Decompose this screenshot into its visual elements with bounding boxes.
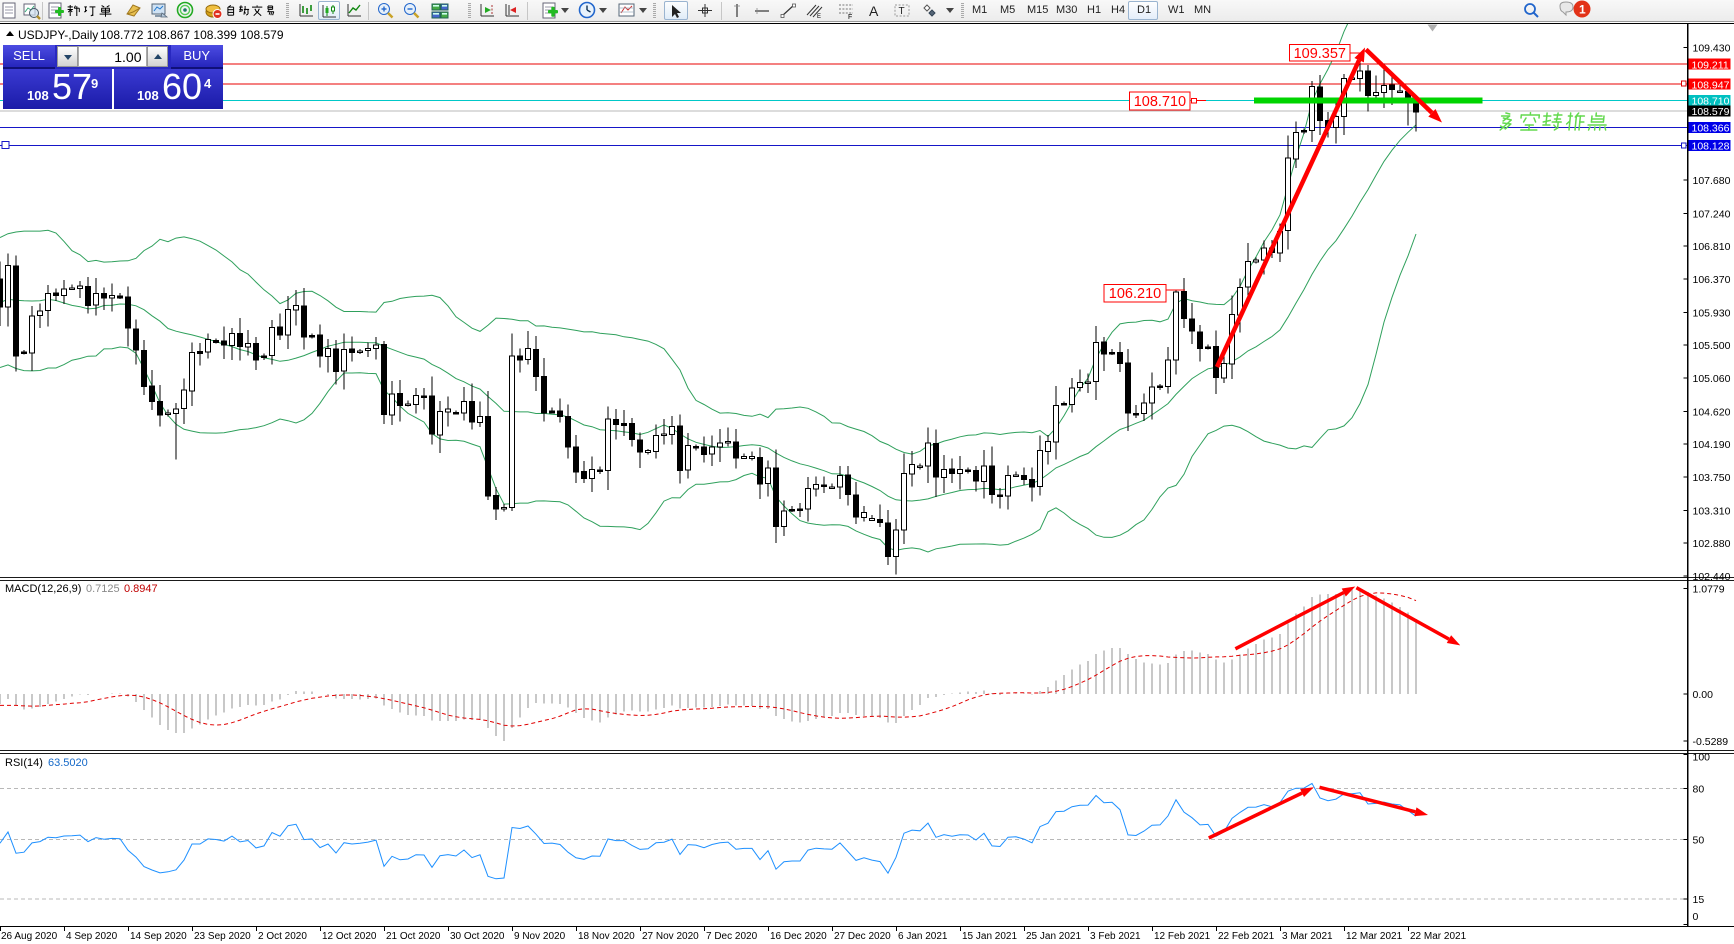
svg-text:-0.5289: -0.5289 bbox=[1693, 736, 1729, 748]
svg-text:E: E bbox=[817, 14, 821, 20]
svg-text:3 Mar 2021: 3 Mar 2021 bbox=[1282, 931, 1333, 942]
svg-text:T: T bbox=[899, 6, 905, 17]
svg-text:108.579: 108.579 bbox=[1692, 106, 1730, 118]
svg-text:9 Nov 2020: 9 Nov 2020 bbox=[514, 931, 566, 942]
svg-text:107.240: 107.240 bbox=[1693, 208, 1731, 220]
svg-text:1.0779: 1.0779 bbox=[1693, 584, 1725, 596]
svg-text:108.947: 108.947 bbox=[1692, 79, 1730, 91]
svg-text:105.500: 105.500 bbox=[1693, 340, 1731, 352]
svg-text:MACD(12,26,9): MACD(12,26,9) bbox=[5, 583, 81, 595]
svg-text:RSI(14): RSI(14) bbox=[5, 757, 43, 769]
svg-text:104.190: 104.190 bbox=[1693, 439, 1731, 451]
svg-text:106.810: 106.810 bbox=[1693, 241, 1731, 253]
svg-text:6 Jan 2021: 6 Jan 2021 bbox=[898, 931, 948, 942]
svg-text:21 Oct 2020: 21 Oct 2020 bbox=[386, 931, 441, 942]
svg-text:107.680: 107.680 bbox=[1693, 175, 1731, 187]
svg-text:102.440: 102.440 bbox=[1693, 571, 1731, 583]
svg-text:22 Mar 2021: 22 Mar 2021 bbox=[1410, 931, 1467, 942]
svg-text:USDJPY-,Daily: USDJPY-,Daily bbox=[18, 28, 98, 42]
svg-text:15: 15 bbox=[1693, 894, 1705, 906]
svg-text:25 Jan 2021: 25 Jan 2021 bbox=[1026, 931, 1081, 942]
svg-text:109.357: 109.357 bbox=[1294, 46, 1346, 62]
svg-text:26 Aug 2020: 26 Aug 2020 bbox=[1, 931, 58, 942]
svg-text:12 Oct 2020: 12 Oct 2020 bbox=[322, 931, 377, 942]
svg-text:0.8947: 0.8947 bbox=[124, 583, 158, 595]
svg-text:27 Nov 2020: 27 Nov 2020 bbox=[642, 931, 699, 942]
svg-text:80: 80 bbox=[1693, 784, 1705, 796]
svg-text:A: A bbox=[869, 3, 879, 19]
svg-text:27 Dec 2020: 27 Dec 2020 bbox=[834, 931, 891, 942]
svg-text:18 Nov 2020: 18 Nov 2020 bbox=[578, 931, 635, 942]
svg-text:103.750: 103.750 bbox=[1693, 472, 1731, 484]
svg-text:23 Sep 2020: 23 Sep 2020 bbox=[194, 931, 251, 942]
svg-text:2 Oct 2020: 2 Oct 2020 bbox=[258, 931, 307, 942]
svg-text:105.060: 105.060 bbox=[1693, 373, 1731, 385]
svg-text:0: 0 bbox=[1693, 911, 1699, 923]
svg-text:105.930: 105.930 bbox=[1693, 307, 1731, 319]
svg-text:109.211: 109.211 bbox=[1692, 59, 1729, 71]
svg-text:108.710: 108.710 bbox=[1134, 94, 1186, 110]
svg-text:15 Jan 2021: 15 Jan 2021 bbox=[962, 931, 1017, 942]
svg-text:4 Sep 2020: 4 Sep 2020 bbox=[66, 931, 118, 942]
svg-text:0.7125: 0.7125 bbox=[86, 583, 120, 595]
svg-text:50: 50 bbox=[1693, 835, 1705, 847]
svg-text:7 Dec 2020: 7 Dec 2020 bbox=[706, 931, 758, 942]
svg-text:30 Oct 2020: 30 Oct 2020 bbox=[450, 931, 505, 942]
svg-text:12 Mar 2021: 12 Mar 2021 bbox=[1346, 931, 1403, 942]
svg-text:12 Feb 2021: 12 Feb 2021 bbox=[1154, 931, 1211, 942]
svg-text:103.310: 103.310 bbox=[1693, 505, 1731, 517]
svg-text:16 Dec 2020: 16 Dec 2020 bbox=[770, 931, 827, 942]
svg-text:104.620: 104.620 bbox=[1693, 406, 1731, 418]
svg-text:3 Feb 2021: 3 Feb 2021 bbox=[1090, 931, 1141, 942]
svg-text:14 Sep 2020: 14 Sep 2020 bbox=[130, 931, 187, 942]
svg-text:63.5020: 63.5020 bbox=[48, 757, 88, 769]
svg-text:106.210: 106.210 bbox=[1109, 286, 1161, 302]
svg-text:106.370: 106.370 bbox=[1693, 274, 1731, 286]
svg-text:F: F bbox=[848, 14, 852, 20]
svg-text:108.366: 108.366 bbox=[1692, 123, 1730, 135]
svg-text:0.00: 0.00 bbox=[1693, 689, 1714, 701]
svg-text:108.710: 108.710 bbox=[1692, 96, 1730, 108]
svg-text:102.880: 102.880 bbox=[1693, 538, 1731, 550]
svg-text:1: 1 bbox=[1579, 3, 1586, 17]
svg-text:109.430: 109.430 bbox=[1693, 43, 1731, 55]
svg-text:100: 100 bbox=[1693, 751, 1711, 763]
svg-text:108.772 108.867 108.399 108.57: 108.772 108.867 108.399 108.579 bbox=[100, 28, 284, 42]
svg-text:108.128: 108.128 bbox=[1692, 141, 1730, 153]
svg-text:22 Feb 2021: 22 Feb 2021 bbox=[1218, 931, 1275, 942]
